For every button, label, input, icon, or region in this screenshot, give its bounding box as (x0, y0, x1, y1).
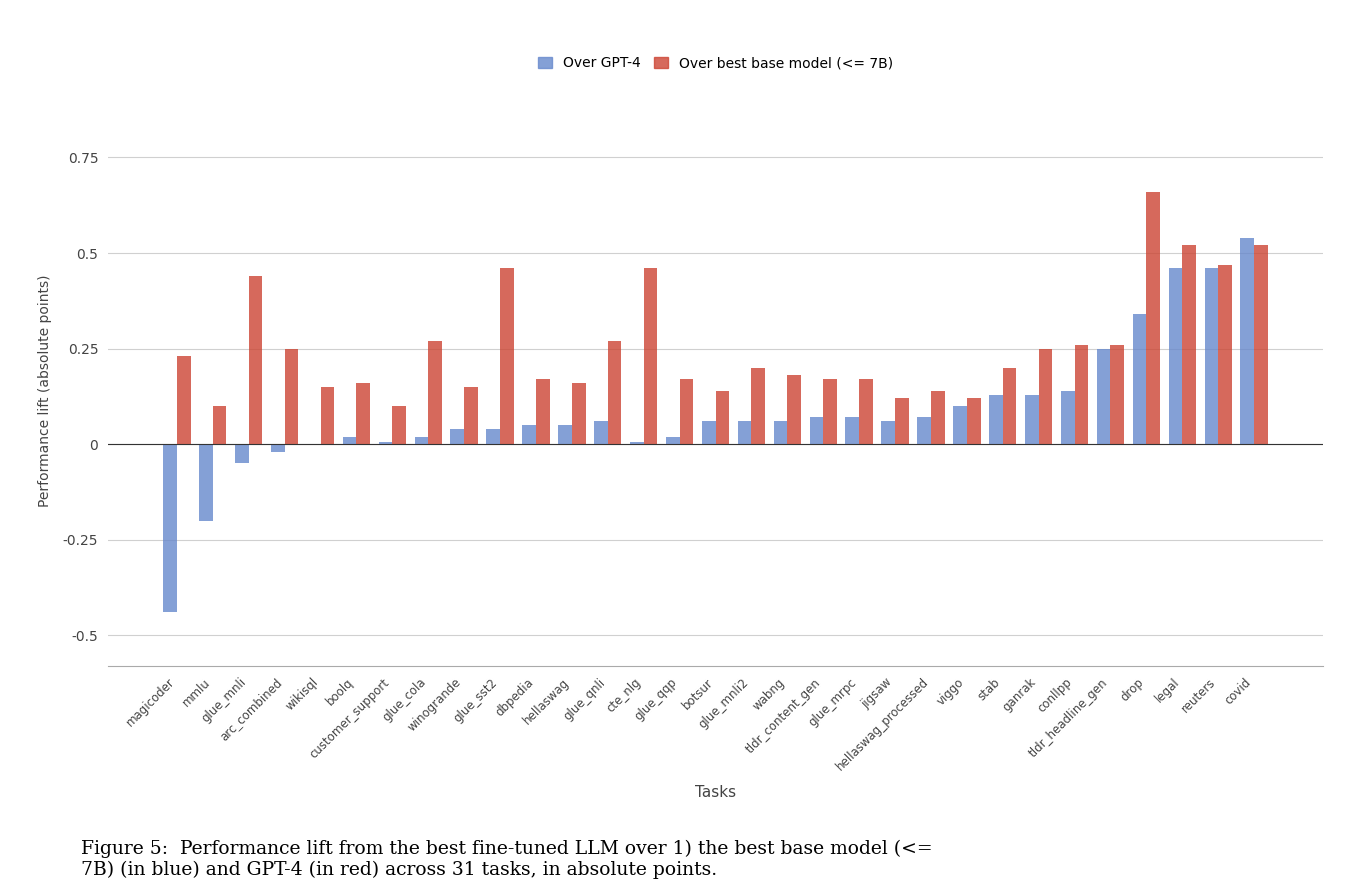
Bar (1204, 268, 1218, 444)
Bar (787, 376, 801, 444)
Bar (200, 444, 213, 520)
Bar (414, 437, 428, 444)
Bar (343, 437, 356, 444)
Bar (1218, 265, 1231, 444)
Bar (522, 425, 536, 444)
X-axis label: Tasks: Tasks (695, 784, 736, 799)
Bar (464, 387, 478, 444)
Bar (967, 399, 980, 444)
Legend: Over GPT-4, Over best base model (<= 7B): Over GPT-4, Over best base model (<= 7B) (532, 51, 899, 75)
Bar (1075, 345, 1088, 444)
Bar (451, 429, 464, 444)
Bar (810, 417, 824, 444)
Bar (1241, 238, 1254, 444)
Bar (917, 417, 932, 444)
Bar (737, 421, 752, 444)
Bar (859, 379, 873, 444)
Bar (644, 268, 657, 444)
Bar (1146, 192, 1160, 444)
Bar (594, 421, 608, 444)
Bar (679, 379, 694, 444)
Bar (248, 276, 262, 444)
Bar (752, 368, 765, 444)
Bar (953, 406, 967, 444)
Bar (774, 421, 787, 444)
Bar (271, 444, 285, 452)
Y-axis label: Performance lift (absolute points): Performance lift (absolute points) (38, 274, 51, 507)
Bar (931, 391, 945, 444)
Bar (716, 391, 729, 444)
Bar (1254, 245, 1268, 444)
Bar (1133, 314, 1146, 444)
Bar (379, 442, 393, 444)
Bar (1061, 391, 1075, 444)
Bar (824, 379, 837, 444)
Bar (486, 429, 500, 444)
Bar (235, 444, 248, 464)
Bar (1038, 349, 1052, 444)
Bar (320, 387, 335, 444)
Bar (895, 399, 909, 444)
Bar (393, 406, 406, 444)
Bar (356, 383, 370, 444)
Bar (1183, 245, 1196, 444)
Bar (572, 383, 586, 444)
Bar (1003, 368, 1017, 444)
Bar (1096, 349, 1111, 444)
Bar (1025, 394, 1038, 444)
Bar (608, 341, 621, 444)
Bar (630, 442, 644, 444)
Bar (213, 406, 227, 444)
Bar (845, 417, 859, 444)
Bar (536, 379, 549, 444)
Bar (163, 444, 177, 613)
Bar (177, 356, 190, 444)
Bar (990, 394, 1003, 444)
Bar (500, 268, 514, 444)
Bar (1169, 268, 1183, 444)
Bar (558, 425, 572, 444)
Bar (1111, 345, 1125, 444)
Bar (666, 437, 679, 444)
Bar (285, 349, 298, 444)
Bar (702, 421, 716, 444)
Bar (882, 421, 895, 444)
Bar (428, 341, 441, 444)
Text: Figure 5:  Performance lift from the best fine-tuned LLM over 1) the best base m: Figure 5: Performance lift from the best… (81, 840, 933, 879)
